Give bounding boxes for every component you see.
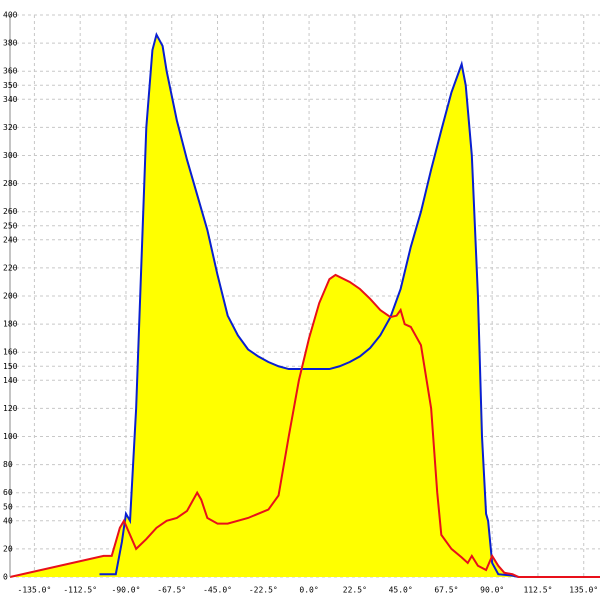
y-tick-label: 360	[3, 67, 18, 76]
x-tick-label: -135.0°	[18, 586, 52, 595]
x-tick-label: -90.0°	[112, 586, 141, 595]
y-tick-label: 40	[3, 516, 13, 525]
y-tick-label: 260	[3, 207, 18, 216]
y-tick-label: 50	[3, 502, 13, 511]
y-tick-label: 320	[3, 123, 18, 132]
y-tick-label: 80	[3, 460, 13, 469]
x-tick-label: 22.5°	[343, 586, 367, 595]
y-tick-label: 60	[3, 488, 13, 497]
y-tick-label: 20	[3, 544, 13, 553]
y-tick-label: 340	[3, 95, 18, 104]
y-tick-label: 380	[3, 39, 18, 48]
x-tick-label: 112.5°	[523, 586, 552, 595]
y-tick-label: 300	[3, 151, 18, 160]
y-tick-label: 220	[3, 263, 18, 272]
y-tick-label: 150	[3, 362, 18, 371]
line	[99, 31, 519, 578]
y-tick-label: 200	[3, 292, 18, 301]
y-tick-label: 0	[3, 573, 8, 582]
y-tick-label: 140	[3, 376, 18, 385]
y-tick-label: 240	[3, 235, 18, 244]
x-tick-label: -67.5°	[157, 586, 186, 595]
x-tick-label: 67.5°	[434, 586, 458, 595]
y-tick-label: 180	[3, 320, 18, 329]
y-tick-label: 280	[3, 179, 18, 188]
x-tick-label: -45.0°	[203, 586, 232, 595]
x-tick-label: 90.0°	[480, 586, 504, 595]
x-tick-label: 135.0°	[569, 586, 598, 595]
x-tick-label: -22.5°	[249, 586, 278, 595]
y-tick-label: 350	[3, 81, 18, 90]
y-tick-label: 100	[3, 432, 18, 441]
y-tick-label: 160	[3, 348, 18, 357]
line	[9, 273, 600, 578]
y-tick-label: 120	[3, 404, 18, 413]
x-tick-label: 45.0°	[389, 586, 413, 595]
area	[10, 274, 600, 577]
y-tick-label: 250	[3, 221, 18, 230]
y-tick-label: 400	[3, 11, 18, 20]
x-tick-label: 0.0°	[299, 586, 318, 595]
x-tick-label: -112.5°	[63, 586, 97, 595]
